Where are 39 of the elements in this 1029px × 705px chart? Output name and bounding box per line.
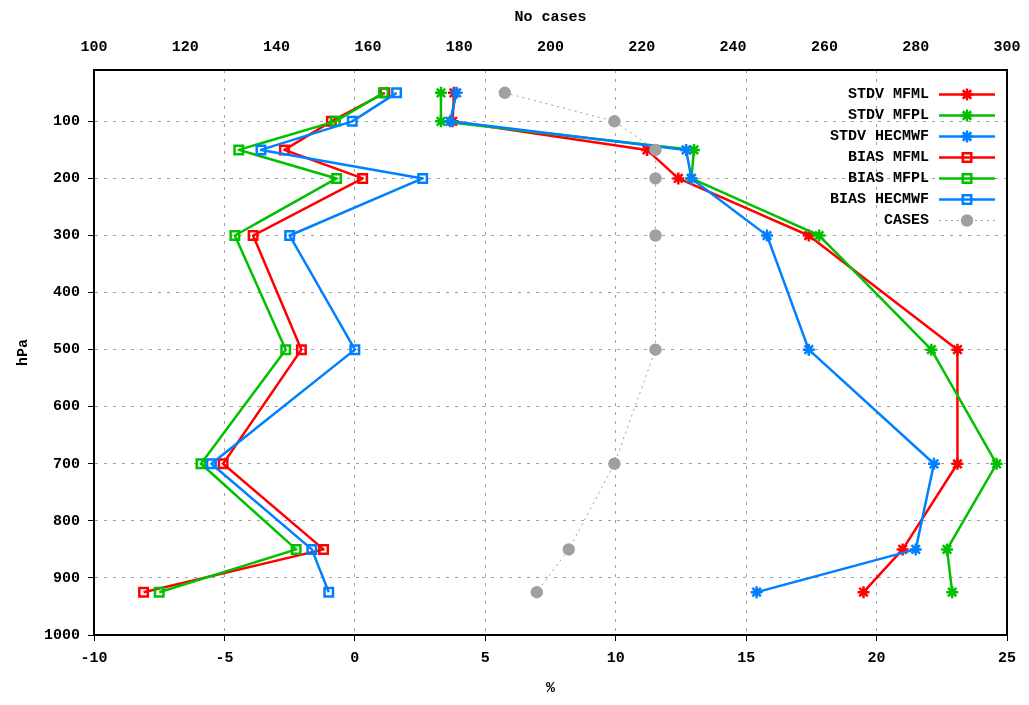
- x-tick-label: 10: [606, 649, 625, 667]
- x2-tick-label: 280: [902, 38, 930, 56]
- x-tick-label: -10: [80, 649, 108, 667]
- y-tick-label: 500: [52, 341, 81, 359]
- legend-label: STDV MFPL: [847, 107, 929, 125]
- y-tick-label: 600: [52, 398, 81, 416]
- x-tick-label: -5: [215, 649, 234, 667]
- x-axis-title: %: [546, 679, 556, 697]
- y-tick-label: 100: [52, 113, 81, 131]
- legend-label: BIAS HECMWF: [829, 191, 929, 209]
- y-tick-label: 700: [52, 455, 81, 473]
- x2-tick-label: 240: [719, 38, 747, 56]
- y-axis-title: hPa: [14, 338, 32, 367]
- x-tick-label: 0: [350, 649, 360, 667]
- x-tick-label: 20: [867, 649, 886, 667]
- legend-label: BIAS MFPL: [847, 170, 929, 188]
- legend-label: STDV HECMWF: [829, 128, 929, 146]
- y-tick-label: 1000: [43, 626, 81, 644]
- y-tick-label: 900: [52, 569, 81, 587]
- x2-tick-label: 300: [993, 38, 1021, 56]
- x2-tick-label: 160: [354, 38, 382, 56]
- legend-label: CASES: [883, 212, 929, 230]
- legend-label: STDV MFML: [847, 86, 929, 104]
- x2-tick-label: 220: [628, 38, 656, 56]
- x2-tick-label: 260: [810, 38, 838, 56]
- x2-tick-label: 180: [445, 38, 473, 56]
- y-tick-label: 200: [52, 170, 81, 188]
- x-tick-label: 25: [997, 649, 1017, 667]
- x2-tick-label: 120: [171, 38, 199, 56]
- x2-axis-title: No cases: [514, 8, 587, 26]
- x-tick-label: 5: [480, 649, 490, 667]
- legend-label: BIAS MFML: [847, 149, 929, 167]
- x2-tick-label: 200: [537, 38, 565, 56]
- x-tick-label: 15: [737, 649, 756, 667]
- y-tick-label: 800: [52, 512, 81, 530]
- y-tick-label: 400: [52, 284, 81, 302]
- y-tick-label: 300: [52, 227, 81, 245]
- x2-tick-label: 100: [80, 38, 108, 56]
- x2-tick-label: 140: [263, 38, 291, 56]
